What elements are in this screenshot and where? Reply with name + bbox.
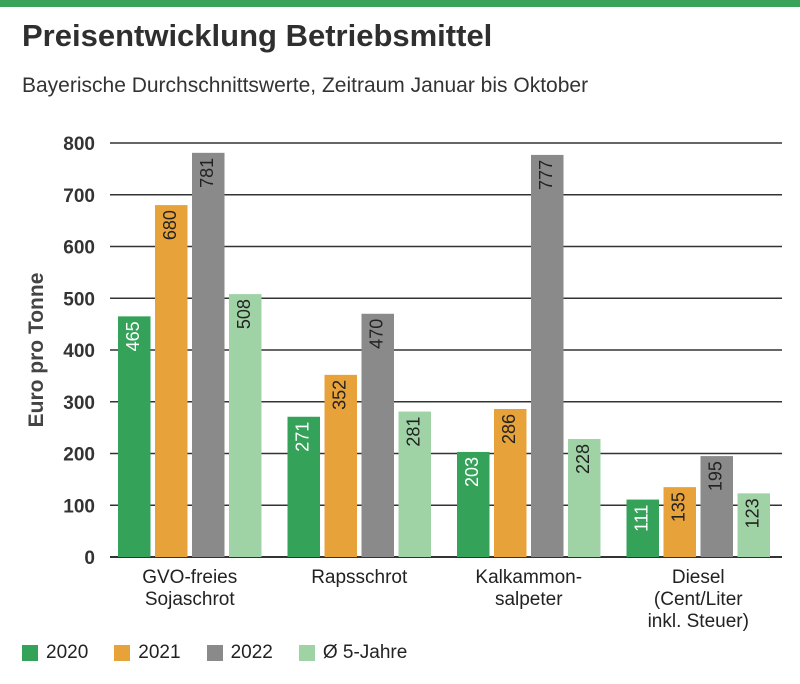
y-tick-label: 600	[63, 238, 95, 259]
legend-label: 2021	[138, 642, 181, 663]
bar-value-label: 777	[536, 160, 556, 190]
chart-title: Preisentwicklung Betriebsmittel	[22, 18, 493, 53]
legend-item: 2022	[206, 642, 273, 664]
bar	[324, 374, 357, 557]
bar-value-label: 470	[367, 319, 387, 349]
y-tick-label: 200	[63, 445, 95, 466]
legend-label: 2020	[46, 642, 89, 663]
category-label: Sojaschrot	[145, 589, 235, 610]
bar-value-label: 508	[234, 299, 254, 329]
bar-value-label: 680	[160, 210, 180, 240]
top-accent-bar	[0, 0, 800, 7]
bar	[361, 313, 394, 557]
category-label: Kalkammon-	[475, 567, 582, 588]
y-tick-label: 400	[63, 341, 95, 362]
chart-subtitle: Bayerische Durchschnittswerte, Zeitraum …	[22, 74, 589, 97]
bar	[626, 499, 659, 557]
category-label: inkl. Steuer)	[648, 611, 749, 632]
bar-value-label: 195	[706, 461, 726, 491]
bar	[192, 152, 225, 557]
bar-value-label: 781	[197, 158, 217, 188]
bar	[118, 316, 151, 557]
bar-value-label: 123	[743, 498, 763, 528]
y-tick-label: 700	[63, 186, 95, 207]
legend-item: 2020	[22, 642, 88, 664]
bars: 465 271 203 111 680 352 286 135 781 470 777 195 508 2…	[118, 152, 770, 557]
bar	[229, 294, 262, 557]
bar	[457, 451, 490, 557]
category-label: Diesel	[672, 567, 725, 588]
y-tick-label: 100	[63, 496, 95, 517]
category-label: (Cent/Liter	[654, 589, 743, 610]
bar	[737, 493, 770, 557]
y-tick-label: 500	[63, 289, 95, 310]
bar	[494, 408, 527, 557]
bar-value-label: 352	[330, 380, 350, 410]
bar	[663, 487, 696, 557]
bar-value-label: 111	[632, 505, 652, 532]
category-label: salpeter	[495, 589, 563, 610]
bar-value-label: 286	[499, 414, 519, 444]
bar	[568, 439, 601, 557]
legend-label: 2022	[230, 642, 273, 663]
legend-item: Ø 5-Jahre	[298, 642, 408, 664]
bar-value-label: 135	[669, 492, 689, 522]
bar	[700, 456, 733, 557]
y-axis-label: Euro pro Tonne	[25, 273, 48, 428]
bar-value-label: 281	[404, 417, 424, 447]
bar-value-label: 203	[462, 457, 482, 487]
legend-swatch	[298, 645, 315, 661]
bar-value-label: 465	[123, 321, 143, 351]
category-label: Rapsschrot	[311, 567, 408, 588]
y-tick-label: 800	[63, 134, 95, 155]
legend: 2020 2021 2022 Ø 5-Jahre	[22, 640, 433, 666]
bar-chart: 0 100 200 300 400 500 600 700 800 Euro pro Tonne…	[25, 134, 782, 632]
category-label: GVO-freies	[142, 567, 237, 588]
bar	[287, 416, 320, 557]
legend-swatch	[206, 645, 223, 661]
bar	[398, 411, 431, 557]
bar	[155, 205, 188, 557]
legend-swatch	[22, 645, 38, 661]
y-tick-label: 0	[84, 548, 95, 569]
bar-value-label: 271	[293, 422, 313, 452]
legend-swatch	[114, 645, 131, 661]
bar	[531, 154, 564, 557]
bar-value-label: 228	[573, 444, 593, 474]
legend-label: Ø 5-Jahre	[322, 642, 408, 663]
y-tick-labels: 0 100 200 300 400 500 600 700 800	[63, 134, 95, 569]
y-tick-label: 300	[63, 393, 95, 414]
legend-item: 2021	[114, 642, 181, 664]
